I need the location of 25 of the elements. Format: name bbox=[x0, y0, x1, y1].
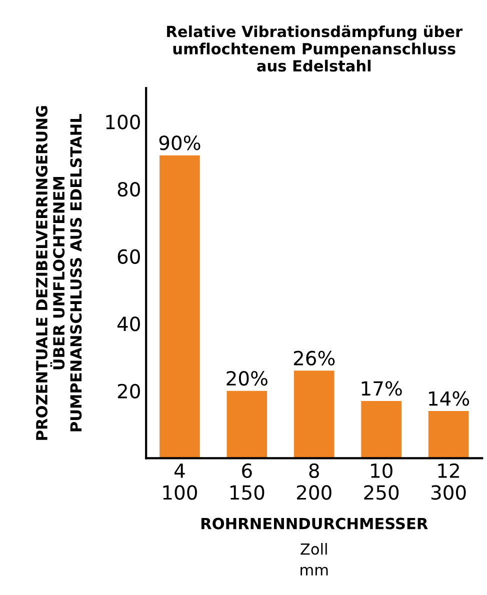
bar bbox=[160, 155, 200, 458]
bar bbox=[428, 411, 469, 458]
data-label: 14% bbox=[429, 391, 470, 406]
x-axis-title: ROHRNENNDURCHMESSER bbox=[201, 518, 428, 530]
text: mm bbox=[300, 566, 328, 576]
y-axis-title: PROZENTUALE DEZIBELVERRINGERUNG ÜBER UMFLOCHTENEM PUMPENANSCHLUSS AUS EDELSTAHL bbox=[36, 106, 82, 440]
data-label: 20% bbox=[226, 370, 268, 386]
x-tick-label: 8 200 bbox=[296, 463, 332, 500]
x-tick-label: 12 300 bbox=[431, 463, 466, 500]
y-tick-label: 40 bbox=[117, 316, 140, 332]
bar bbox=[226, 390, 268, 458]
y-tick-label: 20 bbox=[118, 384, 140, 399]
y-tick-label: 80 bbox=[118, 182, 140, 197]
chart-title: Relative Vibrationsdämpfung über umflochtenem Pumpenanschluss aus Edelstahl bbox=[167, 25, 463, 72]
x-tick-label: 6 150 bbox=[230, 463, 264, 500]
x-tick-label: 4 100 bbox=[163, 464, 197, 500]
y-tick-label: 60 bbox=[118, 249, 140, 264]
data-label: 26% bbox=[294, 350, 335, 366]
y-tick-label: 100 bbox=[106, 114, 140, 130]
x-tick-label: 10 250 bbox=[364, 463, 399, 500]
bar bbox=[294, 370, 334, 458]
bar bbox=[361, 400, 402, 458]
text: Zoll bbox=[300, 542, 327, 555]
data-label: 17% bbox=[362, 381, 402, 396]
data-label: 90% bbox=[159, 135, 200, 150]
